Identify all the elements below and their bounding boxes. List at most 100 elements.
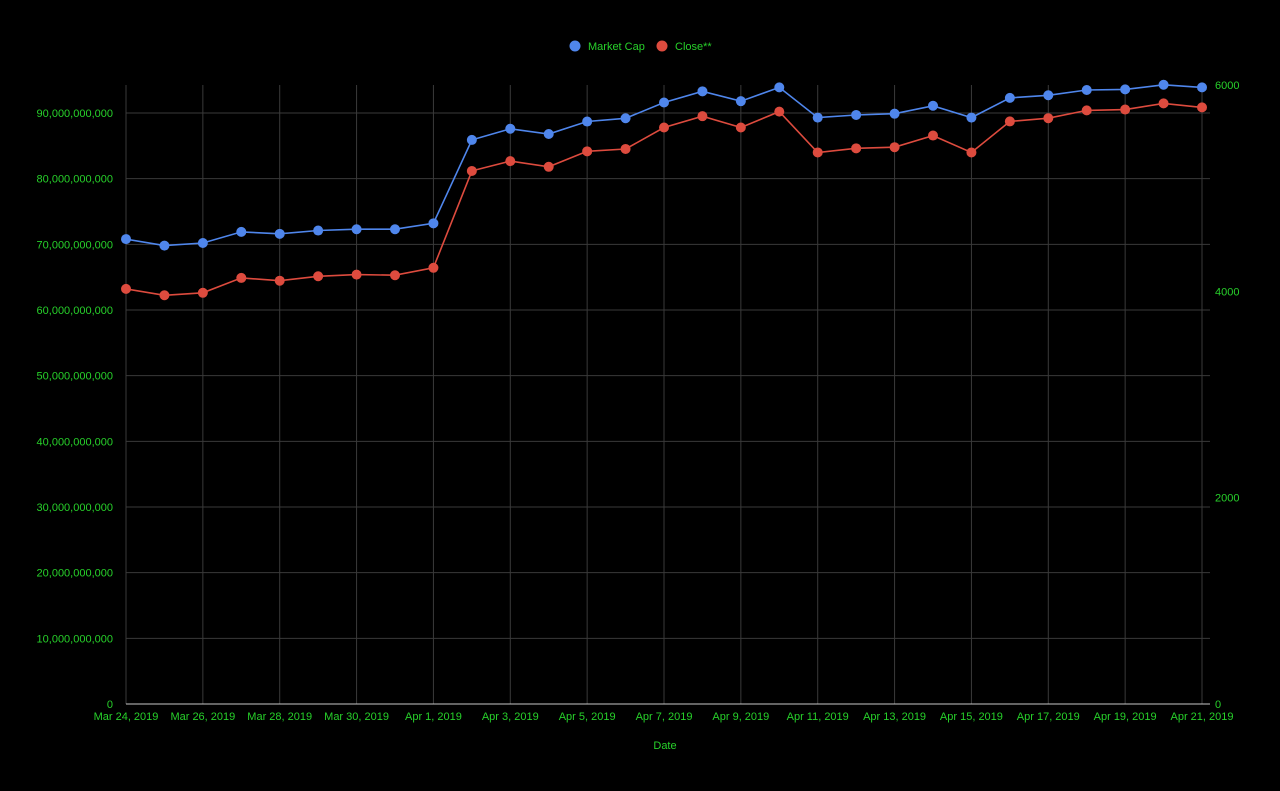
legend-marker-market-cap xyxy=(569,40,581,52)
data-point[interactable] xyxy=(159,240,170,251)
data-point[interactable] xyxy=(620,113,631,124)
x-tick-label: Apr 9, 2019 xyxy=(712,711,769,723)
y-left-tick-label: 60,000,000,000 xyxy=(37,305,113,317)
data-point[interactable] xyxy=(505,123,516,134)
data-point[interactable] xyxy=(1004,116,1015,127)
data-point[interactable] xyxy=(428,218,439,229)
data-point[interactable] xyxy=(697,111,708,122)
data-point[interactable] xyxy=(121,283,131,294)
data-point[interactable] xyxy=(928,100,938,111)
x-tick-label: Apr 13, 2019 xyxy=(863,711,926,723)
data-point[interactable] xyxy=(1043,90,1054,101)
data-point[interactable] xyxy=(274,228,285,239)
data-point[interactable] xyxy=(466,134,477,145)
x-tick-label: Mar 26, 2019 xyxy=(170,711,235,723)
data-point[interactable] xyxy=(1043,113,1054,124)
data-point[interactable] xyxy=(1158,98,1169,109)
series-close xyxy=(121,98,1207,301)
data-point[interactable] xyxy=(659,97,669,108)
data-point[interactable] xyxy=(966,147,977,158)
data-point[interactable] xyxy=(313,271,324,282)
data-point[interactable] xyxy=(966,112,977,123)
data-point[interactable] xyxy=(1120,104,1131,115)
data-point[interactable] xyxy=(774,106,785,117)
data-point[interactable] xyxy=(274,275,285,286)
x-tick-label: Apr 3, 2019 xyxy=(482,711,539,723)
gridlines xyxy=(125,85,1210,704)
x-tick-label: Apr 19, 2019 xyxy=(1094,711,1157,723)
series-market-cap xyxy=(121,79,1207,251)
data-point[interactable] xyxy=(697,86,708,97)
data-point[interactable] xyxy=(582,116,593,127)
data-point[interactable] xyxy=(735,96,746,107)
legend-marker-close xyxy=(656,40,668,52)
y-right-tick-label: 4000 xyxy=(1215,286,1239,298)
data-point[interactable] xyxy=(543,161,554,172)
y-left-tick-label: 80,000,000,000 xyxy=(37,174,113,186)
x-tick-label: Apr 21, 2019 xyxy=(1171,711,1234,723)
y-left-tick-label: 90,000,000,000 xyxy=(37,108,113,120)
data-point[interactable] xyxy=(928,130,938,141)
data-point[interactable] xyxy=(659,122,669,133)
data-point[interactable] xyxy=(1197,82,1207,93)
y-left-tick-label: 10,000,000,000 xyxy=(37,633,113,645)
legend-label-market-cap: Market Cap xyxy=(588,41,645,53)
data-point[interactable] xyxy=(543,129,554,140)
x-tick-label: Apr 5, 2019 xyxy=(559,711,616,723)
data-point[interactable] xyxy=(159,290,170,301)
data-point[interactable] xyxy=(1158,79,1169,90)
legend[interactable]: Market Cap Close** xyxy=(569,40,713,54)
data-point[interactable] xyxy=(351,224,362,235)
series-layer xyxy=(121,79,1207,301)
data-point[interactable] xyxy=(1197,102,1207,113)
y-left-tick-label: 0 xyxy=(107,699,113,711)
data-point[interactable] xyxy=(197,238,208,249)
data-point[interactable] xyxy=(851,109,862,120)
data-point[interactable] xyxy=(197,287,208,298)
right-y-axis: 0 2000 4000 6000 xyxy=(1215,80,1239,711)
y-right-tick-label: 2000 xyxy=(1215,493,1239,505)
y-left-tick-label: 40,000,000,000 xyxy=(37,436,113,448)
data-point[interactable] xyxy=(851,143,862,154)
legend-item-close[interactable]: Close** xyxy=(656,40,713,54)
data-point[interactable] xyxy=(1081,85,1092,96)
x-axis-title: Date xyxy=(653,740,676,752)
data-point[interactable] xyxy=(390,270,400,281)
data-point[interactable] xyxy=(236,226,247,237)
data-point[interactable] xyxy=(390,224,400,235)
data-point[interactable] xyxy=(505,156,516,167)
data-point[interactable] xyxy=(1081,105,1092,116)
data-point[interactable] xyxy=(351,269,362,280)
data-point[interactable] xyxy=(582,146,593,157)
y-left-tick-label: 70,000,000,000 xyxy=(37,239,113,251)
data-point[interactable] xyxy=(121,234,131,245)
data-point[interactable] xyxy=(889,142,900,153)
y-left-tick-label: 30,000,000,000 xyxy=(37,502,113,514)
data-point[interactable] xyxy=(236,272,247,283)
data-point[interactable] xyxy=(1120,84,1131,95)
legend-label-close: Close** xyxy=(675,41,712,53)
y-right-tick-label: 6000 xyxy=(1215,80,1239,92)
data-point[interactable] xyxy=(1004,92,1015,103)
x-axis: Mar 24, 2019 Mar 26, 2019 Mar 28, 2019 Mar … xyxy=(94,703,1234,723)
data-point[interactable] xyxy=(313,225,324,236)
data-point[interactable] xyxy=(812,112,823,123)
data-point[interactable] xyxy=(620,143,631,154)
x-tick-label: Mar 30, 2019 xyxy=(324,711,389,723)
data-point[interactable] xyxy=(774,82,785,93)
data-point[interactable] xyxy=(735,122,746,133)
x-tick-label: Mar 24, 2019 xyxy=(94,711,159,723)
x-tick-label: Apr 7, 2019 xyxy=(636,711,693,723)
y-right-tick-label: 0 xyxy=(1215,699,1221,711)
data-point[interactable] xyxy=(466,165,477,176)
x-tick-label: Apr 15, 2019 xyxy=(940,711,1003,723)
data-point[interactable] xyxy=(428,262,439,273)
y-left-tick-label: 50,000,000,000 xyxy=(37,371,113,383)
data-point[interactable] xyxy=(812,147,823,158)
data-point[interactable] xyxy=(889,108,900,119)
x-tick-label: Apr 1, 2019 xyxy=(405,711,462,723)
legend-item-market-cap[interactable]: Market Cap xyxy=(569,40,645,54)
x-tick-label: Apr 17, 2019 xyxy=(1017,711,1080,723)
